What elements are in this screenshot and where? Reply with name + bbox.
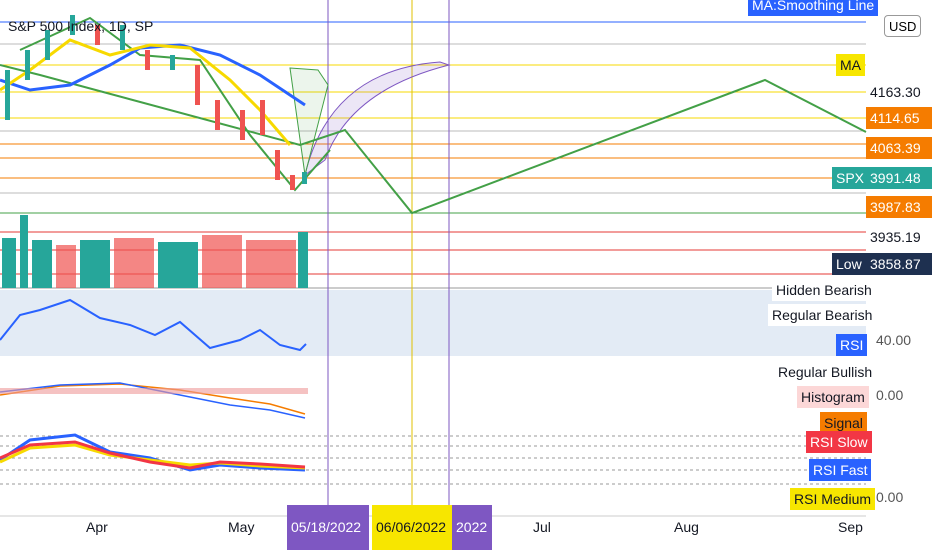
x-tick-label: Apr	[86, 519, 108, 535]
regular-bullish-label: Regular Bullish	[774, 361, 877, 383]
h-lines	[0, 21, 866, 289]
low-label: Low	[832, 253, 866, 275]
rsi-slow-label: RSI Slow	[806, 431, 872, 453]
rsi-line	[0, 298, 307, 352]
rsi-label: RSI	[836, 334, 868, 356]
x-tick-label: Jul	[533, 519, 551, 535]
macd	[0, 382, 308, 419]
ma-label: MA	[836, 54, 865, 76]
x-tick-label: Aug	[674, 519, 699, 535]
volume	[2, 215, 308, 288]
price-label: 4114.65	[866, 107, 932, 129]
stoch-levels	[0, 435, 866, 485]
stoch-lines	[0, 433, 306, 472]
price-label: 3935.19	[866, 226, 932, 248]
rsi-level: 40.00	[876, 332, 912, 348]
macd-zero: 0.00	[876, 387, 904, 403]
zigzag	[0, 64, 867, 215]
symbol-title: S&P 500 Index, 1D, SP	[8, 18, 154, 34]
spx-label: SPX	[832, 167, 869, 189]
price-label: 3987.83	[866, 196, 932, 218]
rsi-fast-label: RSI Fast	[809, 459, 872, 481]
candles	[5, 15, 307, 190]
x-tick-label: May	[228, 519, 255, 535]
date-marker: 2022	[452, 505, 492, 550]
fib-arc	[304, 61, 451, 177]
ma-fast	[0, 38, 292, 146]
ma-smoothing-label: MA:Smoothing Line	[748, 0, 879, 16]
signal-label: Signal	[820, 412, 867, 434]
rsi-band	[0, 290, 866, 356]
rsi-medium-label: RSI Medium	[790, 488, 876, 510]
price-label: 3991.48	[866, 167, 932, 189]
hidden-bearish-label: Hidden Bearish	[772, 279, 876, 301]
price-label: 4163.30	[866, 81, 932, 103]
price-label: 3858.87	[866, 253, 932, 275]
date-marker: 06/06/2022	[372, 505, 454, 550]
stoch-zero: 0.00	[876, 489, 904, 505]
pitch-fan	[289, 67, 329, 176]
price-label: 4063.39	[866, 137, 932, 159]
x-tick-label: Sep	[838, 519, 863, 535]
date-marker: 05/18/2022	[287, 505, 369, 550]
currency-button[interactable]: USD	[884, 15, 922, 37]
histogram-label: Histogram	[797, 386, 869, 408]
regular-bearish-label: Regular Bearish	[768, 304, 877, 326]
